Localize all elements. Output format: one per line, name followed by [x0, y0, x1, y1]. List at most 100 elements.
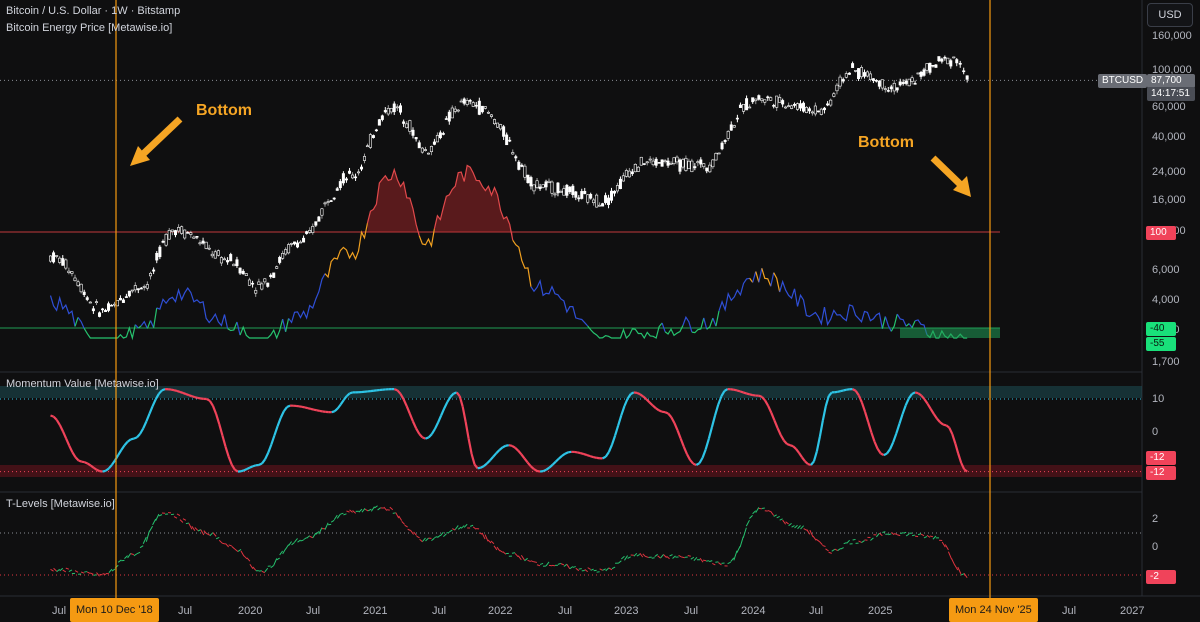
currency-button[interactable]: USD [1147, 3, 1193, 27]
price-candle [854, 70, 858, 72]
price-candle [402, 121, 406, 124]
time-highlight-left: Mon 10 Dec '18 [70, 598, 159, 622]
price-candle [502, 126, 506, 137]
momentum-line [923, 398, 929, 405]
price-candle [411, 129, 415, 136]
price-candle [362, 156, 366, 161]
tlevel-line [228, 544, 232, 547]
tlevel-line [240, 550, 245, 557]
price-candle [139, 287, 143, 290]
momentum-line [815, 436, 821, 452]
price-candle [553, 193, 557, 196]
tlevel-line [294, 538, 298, 543]
price-candle [293, 241, 297, 245]
tlevel-line [130, 553, 134, 556]
tlevel-line [590, 568, 594, 571]
tlevel-line [669, 554, 673, 557]
momentum-line [194, 396, 199, 399]
price-candle [298, 241, 302, 244]
price-candle [675, 156, 679, 163]
momentum-line [770, 412, 776, 421]
momentum-line [505, 444, 510, 447]
arrow-left-shaft [137, 116, 183, 160]
momentum-line [446, 396, 452, 403]
momentum-line [176, 389, 181, 393]
price-candle [459, 100, 463, 103]
tlevel-line [876, 532, 880, 538]
price-candle [910, 77, 914, 82]
energy-level-tag: 100 [1146, 226, 1176, 240]
tlevel-line [209, 532, 214, 537]
tlevel-line [605, 567, 610, 572]
price-candle [526, 174, 530, 184]
tlevel-line [709, 560, 713, 563]
tlevel-line [815, 538, 820, 542]
price-candle [940, 58, 944, 62]
tlevel-line [425, 537, 429, 542]
momentum-line [276, 417, 282, 427]
momentum-line [208, 400, 214, 407]
price-candle [660, 159, 664, 167]
momentum-line [443, 401, 449, 409]
price-candle [48, 255, 52, 262]
price-candle [754, 98, 758, 102]
momentum-line [319, 409, 324, 413]
momentum-line [776, 427, 782, 436]
tlevel-line [533, 561, 538, 563]
tlevel-line [234, 548, 239, 553]
momentum-line [739, 390, 744, 394]
momentum-line [860, 402, 867, 413]
tlevel-line [139, 545, 144, 549]
tlevel-line [158, 514, 163, 517]
tlevel-line [660, 554, 664, 559]
momentum-line [477, 466, 481, 470]
tlevel-line [917, 533, 922, 536]
tlevel-line [62, 569, 67, 573]
momentum-line [536, 469, 541, 473]
energy-price-line [77, 316, 85, 329]
price-candle [735, 117, 739, 120]
energy-price-line [285, 318, 290, 332]
momentum-line [489, 456, 495, 462]
tlevel-line [633, 553, 638, 557]
energy-price-line [282, 318, 287, 332]
momentum-line [508, 444, 513, 447]
momentum-line [932, 413, 938, 420]
energy-price-line [712, 317, 717, 327]
price-candle [302, 237, 306, 243]
price-tick: 60,000 [1152, 101, 1186, 113]
momentum-line [761, 396, 766, 402]
time-tick: 2027 [1120, 605, 1145, 617]
price-candle [450, 107, 454, 119]
momentum-line [221, 435, 227, 447]
symbol-tag: BTCUSD [1098, 74, 1148, 88]
momentum-line [117, 449, 123, 456]
momentum-line [926, 403, 932, 410]
energy-price-line [83, 324, 136, 341]
price-candle [684, 157, 688, 171]
momentum-line [158, 389, 163, 395]
tlevel-line [439, 531, 444, 537]
tlevel-line [539, 562, 544, 565]
price-candle [627, 170, 631, 178]
tlevel-line [343, 513, 347, 516]
tlevel-line [702, 559, 707, 562]
momentum-line [658, 409, 663, 413]
price-candle [669, 163, 673, 165]
tlevel-line [572, 566, 576, 568]
tlevel-line [389, 506, 394, 511]
momentum-line [464, 421, 470, 439]
price-candle [690, 160, 694, 173]
tlevel-line [352, 510, 357, 514]
tlevel-line [416, 535, 420, 539]
price-tick: 1,700 [1152, 356, 1180, 368]
momentum-line [664, 411, 669, 415]
price-candle [886, 90, 890, 92]
tlevels-indicator-title: T-Levels [Metawise.io] [6, 498, 115, 510]
momentum-line [948, 427, 954, 435]
momentum-line [620, 405, 626, 416]
momentum-line [405, 405, 411, 415]
price-candle [493, 119, 497, 125]
tlevel-line [133, 553, 138, 557]
